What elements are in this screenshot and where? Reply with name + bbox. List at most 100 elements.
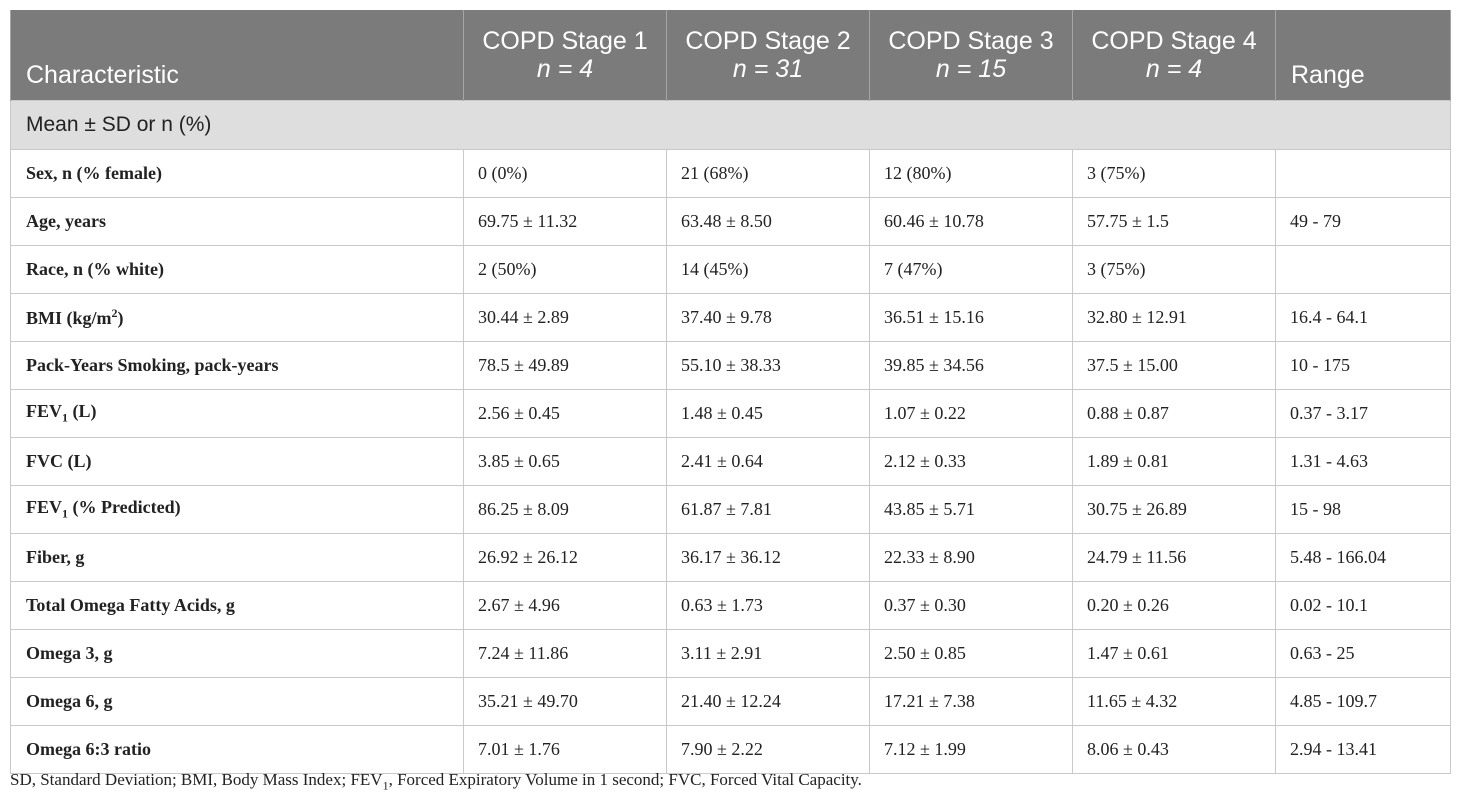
cell-stage-1: 69.75 ± 11.32 bbox=[463, 197, 667, 246]
cell-range: 0.02 - 10.1 bbox=[1275, 581, 1451, 630]
cell-stage-1: 2.56 ± 0.45 bbox=[463, 389, 667, 438]
row-label: Pack-Years Smoking, pack-years bbox=[10, 341, 464, 390]
table-row: FVC (L) 3.85 ± 0.65 2.41 ± 0.64 2.12 ± 0… bbox=[10, 437, 1451, 486]
stage-label: COPD Stage 3 bbox=[888, 27, 1054, 55]
row-label: Omega 3, g bbox=[10, 629, 464, 678]
cell-stage-1: 0 (0%) bbox=[463, 149, 667, 198]
stage-n: n = 4 bbox=[536, 55, 594, 83]
cell-stage-4: 3 (75%) bbox=[1072, 245, 1276, 294]
footnote-text: SD, Standard Deviation; BMI, Body Mass I… bbox=[10, 770, 383, 789]
cell-stage-2: 21.40 ± 12.24 bbox=[666, 677, 870, 726]
cell-stage-1: 35.21 ± 49.70 bbox=[463, 677, 667, 726]
cell-stage-2: 1.48 ± 0.45 bbox=[666, 389, 870, 438]
label-text: BMI (kg/m bbox=[26, 308, 112, 328]
cell-stage-4: 37.5 ± 15.00 bbox=[1072, 341, 1276, 390]
table-row: FEV1 (% Predicted) 86.25 ± 8.09 61.87 ± … bbox=[10, 485, 1451, 534]
cell-stage-2: 0.63 ± 1.73 bbox=[666, 581, 870, 630]
cell-range: 4.85 - 109.7 bbox=[1275, 677, 1451, 726]
header-characteristic: Characteristic bbox=[10, 10, 464, 101]
cell-stage-4: 24.79 ± 11.56 bbox=[1072, 533, 1276, 582]
row-label: Omega 6:3 ratio bbox=[10, 725, 464, 774]
cell-stage-3: 2.12 ± 0.33 bbox=[869, 437, 1073, 486]
cell-stage-3: 7 (47%) bbox=[869, 245, 1073, 294]
cell-stage-4: 0.20 ± 0.26 bbox=[1072, 581, 1276, 630]
cell-stage-3: 22.33 ± 8.90 bbox=[869, 533, 1073, 582]
stage-label: COPD Stage 4 bbox=[1091, 27, 1257, 55]
cell-stage-2: 63.48 ± 8.50 bbox=[666, 197, 870, 246]
label-superscript: 2 bbox=[111, 306, 118, 320]
header-stage-1: COPD Stage 1 n = 4 bbox=[463, 10, 667, 101]
header-range: Range bbox=[1275, 10, 1451, 101]
row-label: FEV1 (L) bbox=[10, 389, 464, 438]
header-stage-3: COPD Stage 3 n = 15 bbox=[869, 10, 1073, 101]
cell-range: 16.4 - 64.1 bbox=[1275, 293, 1451, 342]
cell-range: 49 - 79 bbox=[1275, 197, 1451, 246]
cell-stage-4: 30.75 ± 26.89 bbox=[1072, 485, 1276, 534]
cell-range: 2.94 - 13.41 bbox=[1275, 725, 1451, 774]
cell-stage-3: 60.46 ± 10.78 bbox=[869, 197, 1073, 246]
footnote-subscript: 1 bbox=[382, 778, 389, 793]
cell-stage-1: 86.25 ± 8.09 bbox=[463, 485, 667, 534]
cell-range bbox=[1275, 149, 1451, 198]
table-row: FEV1 (L) 2.56 ± 0.45 1.48 ± 0.45 1.07 ± … bbox=[10, 389, 1451, 438]
cell-stage-1: 2.67 ± 4.96 bbox=[463, 581, 667, 630]
cell-stage-2: 36.17 ± 36.12 bbox=[666, 533, 870, 582]
header-stage-2: COPD Stage 2 n = 31 bbox=[666, 10, 870, 101]
cell-stage-1: 78.5 ± 49.89 bbox=[463, 341, 667, 390]
cell-stage-1: 26.92 ± 26.12 bbox=[463, 533, 667, 582]
cell-range: 0.63 - 25 bbox=[1275, 629, 1451, 678]
cell-stage-1: 30.44 ± 2.89 bbox=[463, 293, 667, 342]
cell-stage-2: 61.87 ± 7.81 bbox=[666, 485, 870, 534]
cell-stage-4: 3 (75%) bbox=[1072, 149, 1276, 198]
cell-stage-1: 3.85 ± 0.65 bbox=[463, 437, 667, 486]
cell-stage-3: 1.07 ± 0.22 bbox=[869, 389, 1073, 438]
cell-stage-4: 57.75 ± 1.5 bbox=[1072, 197, 1276, 246]
cell-stage-2: 21 (68%) bbox=[666, 149, 870, 198]
table-row: Fiber, g 26.92 ± 26.12 36.17 ± 36.12 22.… bbox=[10, 533, 1451, 582]
cell-stage-2: 3.11 ± 2.91 bbox=[666, 629, 870, 678]
cell-range: 0.37 - 3.17 bbox=[1275, 389, 1451, 438]
table-row: Sex, n (% female) 0 (0%) 21 (68%) 12 (80… bbox=[10, 149, 1451, 198]
header-stage-4: COPD Stage 4 n = 4 bbox=[1072, 10, 1276, 101]
cell-stage-1: 7.24 ± 11.86 bbox=[463, 629, 667, 678]
row-label: Sex, n (% female) bbox=[10, 149, 464, 198]
row-label: FEV1 (% Predicted) bbox=[10, 485, 464, 534]
table-row: Omega 6:3 ratio 7.01 ± 1.76 7.90 ± 2.22 … bbox=[10, 725, 1451, 774]
cell-stage-2: 37.40 ± 9.78 bbox=[666, 293, 870, 342]
cell-stage-3: 12 (80%) bbox=[869, 149, 1073, 198]
header-row: Characteristic COPD Stage 1 n = 4 COPD S… bbox=[10, 10, 1451, 101]
copd-characteristics-table: Characteristic COPD Stage 1 n = 4 COPD S… bbox=[10, 10, 1451, 774]
cell-stage-2: 2.41 ± 0.64 bbox=[666, 437, 870, 486]
cell-stage-4: 0.88 ± 0.87 bbox=[1072, 389, 1276, 438]
cell-stage-4: 8.06 ± 0.43 bbox=[1072, 725, 1276, 774]
table-row: Omega 6, g 35.21 ± 49.70 21.40 ± 12.24 1… bbox=[10, 677, 1451, 726]
label-subscript: 1 bbox=[62, 410, 68, 425]
table-row: Age, years 69.75 ± 11.32 63.48 ± 8.50 60… bbox=[10, 197, 1451, 246]
row-label: Fiber, g bbox=[10, 533, 464, 582]
cell-stage-3: 0.37 ± 0.30 bbox=[869, 581, 1073, 630]
cell-range: 1.31 - 4.63 bbox=[1275, 437, 1451, 486]
stage-label: COPD Stage 1 bbox=[482, 27, 648, 55]
cell-stage-2: 7.90 ± 2.22 bbox=[666, 725, 870, 774]
cell-stage-4: 1.89 ± 0.81 bbox=[1072, 437, 1276, 486]
label-text: FEV bbox=[26, 497, 62, 518]
row-label: Omega 6, g bbox=[10, 677, 464, 726]
cell-stage-3: 17.21 ± 7.38 bbox=[869, 677, 1073, 726]
label-text-end: (% Predicted) bbox=[68, 497, 181, 518]
cell-stage-4: 32.80 ± 12.91 bbox=[1072, 293, 1276, 342]
cell-stage-2: 14 (45%) bbox=[666, 245, 870, 294]
table-row: Pack-Years Smoking, pack-years 78.5 ± 49… bbox=[10, 341, 1451, 390]
table-container: Characteristic COPD Stage 1 n = 4 COPD S… bbox=[10, 10, 1451, 774]
cell-range bbox=[1275, 245, 1451, 294]
cell-range: 15 - 98 bbox=[1275, 485, 1451, 534]
table-footnote: SD, Standard Deviation; BMI, Body Mass I… bbox=[10, 770, 862, 793]
table-row: BMI (kg/m2) 30.44 ± 2.89 37.40 ± 9.78 36… bbox=[10, 293, 1451, 342]
subheader-row: Mean ± SD or n (%) bbox=[10, 100, 1451, 150]
row-label: FVC (L) bbox=[10, 437, 464, 486]
cell-range: 10 - 175 bbox=[1275, 341, 1451, 390]
table-row: Race, n (% white) 2 (50%) 14 (45%) 7 (47… bbox=[10, 245, 1451, 294]
cell-stage-3: 36.51 ± 15.16 bbox=[869, 293, 1073, 342]
table-row: Omega 3, g 7.24 ± 11.86 3.11 ± 2.91 2.50… bbox=[10, 629, 1451, 678]
cell-stage-3: 7.12 ± 1.99 bbox=[869, 725, 1073, 774]
cell-stage-2: 55.10 ± 38.33 bbox=[666, 341, 870, 390]
